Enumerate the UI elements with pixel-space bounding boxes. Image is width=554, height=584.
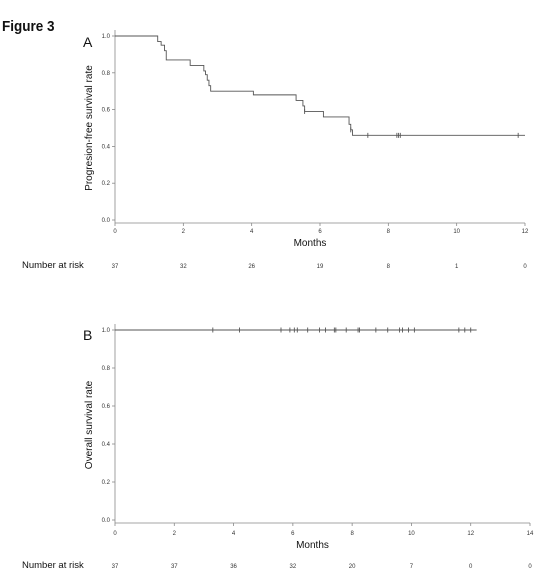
panel-A: A0.00.20.40.60.81.00 2 4 6 8 10 12MonthsProgre… xyxy=(22,30,529,271)
y-tick-label: 0.0 xyxy=(102,518,111,524)
x-tick-label: 6 xyxy=(318,229,322,235)
risk-value: 0 xyxy=(469,564,473,570)
x-tick-label: 2 xyxy=(182,229,186,235)
y-axis-title: Overall survival rate xyxy=(84,380,95,469)
x-tick-label: 4 xyxy=(232,531,236,537)
risk-value: 0 xyxy=(523,264,527,270)
x-tick-label: 10 xyxy=(453,229,460,235)
y-tick-label: 0.6 xyxy=(102,404,111,410)
x-tick-label: 0 xyxy=(113,229,117,235)
x-tick-label: 4 xyxy=(250,229,254,235)
risk-value: 8 xyxy=(387,264,391,270)
x-tick-label: 14 xyxy=(527,531,534,537)
y-tick-label: 1.0 xyxy=(102,328,111,334)
panel-letter: B xyxy=(83,327,92,343)
risk-table-label: Number at risk xyxy=(22,260,84,271)
survival-curve xyxy=(115,35,525,136)
x-axis-title: Months xyxy=(296,540,329,551)
panel-letter: A xyxy=(83,34,93,50)
y-tick-label: 0.8 xyxy=(102,71,111,77)
risk-value: 26 xyxy=(248,264,255,270)
x-tick-label: 8 xyxy=(387,229,391,235)
risk-value: 0 xyxy=(528,564,532,570)
y-tick-label: 0.4 xyxy=(102,442,111,448)
x-axis-title: Months xyxy=(294,238,327,249)
x-tick-label: 12 xyxy=(467,531,474,537)
risk-value: 1 xyxy=(455,264,459,270)
risk-value: 37 xyxy=(112,264,119,270)
y-tick-label: 1.0 xyxy=(102,34,111,40)
x-tick-label: 6 xyxy=(291,531,295,537)
x-tick-label: 10 xyxy=(408,531,415,537)
risk-value: 32 xyxy=(290,564,297,570)
y-tick-label: 0.2 xyxy=(102,480,111,486)
risk-table-label: Number at risk xyxy=(22,560,84,571)
risk-value: 20 xyxy=(349,564,356,570)
risk-value: 37 xyxy=(112,564,119,570)
panel-B: B 0.0 0.2 0.4 0.6 0.8 1.0 0 2 4 6 8 10 12 14 Months Over… xyxy=(22,324,534,571)
y-axis-title: Progresion-free survival rate xyxy=(84,65,95,191)
y-tick-label: 0.0 xyxy=(102,218,111,224)
figure-title: Figure 3 xyxy=(2,18,55,35)
y-tick-label: 0.6 xyxy=(102,108,111,114)
x-tick-label: 8 xyxy=(350,531,354,537)
y-tick-label: 0.4 xyxy=(102,144,111,150)
x-tick-label: 12 xyxy=(522,229,529,235)
y-tick-label: 0.8 xyxy=(102,366,111,372)
risk-value: 19 xyxy=(317,264,324,270)
x-tick-label: 2 xyxy=(173,531,177,537)
risk-value: 32 xyxy=(180,264,187,270)
risk-value: 7 xyxy=(410,564,414,570)
y-tick-label: 0.2 xyxy=(102,181,111,187)
x-tick-label: 0 xyxy=(113,531,117,537)
risk-value: 37 xyxy=(171,564,178,570)
risk-value: 36 xyxy=(230,564,237,570)
